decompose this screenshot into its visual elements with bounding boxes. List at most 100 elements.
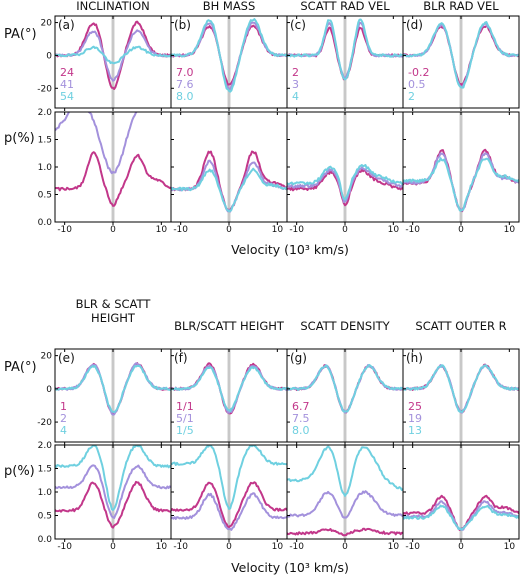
series-line-2 bbox=[55, 112, 138, 175]
series-value-label: -0.2 bbox=[408, 66, 429, 79]
zero-velocity-band bbox=[111, 112, 115, 222]
panel-letter: (a) bbox=[58, 18, 75, 32]
x-tick-label: 0 bbox=[226, 225, 232, 235]
series-line-3 bbox=[171, 445, 287, 510]
series-value-label: 25 bbox=[408, 400, 422, 413]
zero-velocity-band bbox=[111, 349, 115, 442]
series-line-1 bbox=[55, 151, 171, 207]
x-tick-label: -10 bbox=[173, 542, 188, 552]
series-line-1 bbox=[171, 481, 287, 529]
x-tick-label: 10 bbox=[504, 542, 516, 552]
series-value-label: 2 bbox=[60, 412, 67, 425]
x-tick-label: -10 bbox=[57, 542, 72, 552]
panel-title: BLR/SCATT HEIGHT bbox=[174, 319, 285, 333]
series-line-3 bbox=[403, 157, 519, 212]
series-value-label: 8.0 bbox=[176, 90, 194, 103]
series-line-2 bbox=[287, 490, 403, 519]
x-tick-label: -10 bbox=[289, 542, 304, 552]
x-axis-label: Velocity (10³ km/s) bbox=[231, 242, 349, 257]
series-line-3 bbox=[171, 167, 287, 213]
zero-velocity-band bbox=[343, 16, 347, 108]
panel-letter: (c) bbox=[290, 18, 306, 32]
series-line-3 bbox=[287, 445, 403, 497]
pa-axis-label: PA(°) bbox=[4, 27, 37, 42]
y-tick-label: 2.0 bbox=[38, 441, 53, 451]
zero-velocity-band bbox=[227, 445, 231, 539]
panel-f: BLR/SCATT HEIGHT (f) 1/15/11/5 -10 0 10 bbox=[170, 319, 288, 552]
y-tick-label: 1.5 bbox=[38, 136, 52, 146]
panel-title: BLR RAD VEL bbox=[423, 0, 499, 13]
y-tick-label: 1.0 bbox=[38, 488, 53, 498]
panel-letter: (f) bbox=[174, 351, 188, 365]
panel-title: HEIGHT bbox=[91, 311, 136, 325]
zero-velocity-band bbox=[343, 349, 347, 442]
series-value-label: 4 bbox=[292, 90, 299, 103]
series-line-1 bbox=[287, 527, 403, 537]
zero-velocity-band bbox=[343, 112, 347, 222]
series-value-label: 3 bbox=[292, 78, 299, 91]
series-line-1 bbox=[55, 480, 171, 529]
zero-velocity-band bbox=[459, 445, 463, 539]
y-tick-label: 2.0 bbox=[38, 108, 53, 118]
series-value-label: 24 bbox=[60, 66, 74, 79]
series-value-label: 0.5 bbox=[408, 78, 426, 91]
x-tick-label: 0 bbox=[226, 542, 232, 552]
series-value-label: 7.0 bbox=[176, 66, 194, 79]
series-value-label: 1/1 bbox=[176, 400, 194, 413]
x-axis-label: Velocity (10³ km/s) bbox=[231, 560, 349, 575]
y-tick-label: -20 bbox=[37, 84, 52, 94]
y-tick-label: 0.5 bbox=[38, 512, 52, 522]
series-value-label: 2 bbox=[292, 66, 299, 79]
series-line-2 bbox=[171, 492, 287, 531]
p-axis-label: p(%) bbox=[4, 131, 35, 146]
series-value-label: 19 bbox=[408, 412, 422, 425]
x-tick-label: -10 bbox=[405, 225, 420, 235]
panel-letter: (b) bbox=[174, 18, 191, 32]
x-tick-label: -10 bbox=[57, 225, 72, 235]
panel-letter: (d) bbox=[406, 18, 423, 32]
series-value-label: 1 bbox=[60, 400, 67, 413]
panel-letter: (h) bbox=[406, 351, 423, 365]
zero-velocity-band bbox=[459, 349, 463, 442]
series-line-2 bbox=[403, 152, 519, 212]
y-tick-label: 0.0 bbox=[38, 218, 53, 228]
x-tick-label: 0 bbox=[110, 225, 116, 235]
panel-d: BLR RAD VEL(d) -0.20.52 -10 0 10 bbox=[402, 0, 520, 235]
series-line-3 bbox=[403, 364, 519, 413]
series-line-3 bbox=[287, 164, 403, 201]
x-tick-label: -10 bbox=[173, 225, 188, 235]
x-tick-label: 0 bbox=[110, 542, 116, 552]
panel-title: INCLINATION bbox=[76, 0, 149, 13]
series-line-3 bbox=[171, 366, 287, 413]
zero-velocity-band bbox=[227, 16, 231, 108]
x-tick-label: 10 bbox=[272, 225, 284, 235]
y-tick-label: 20 bbox=[41, 19, 53, 29]
p-axis-label: p(%) bbox=[4, 464, 35, 479]
series-line-3 bbox=[55, 45, 171, 65]
panel-letter: (g) bbox=[290, 351, 307, 365]
series-value-label: 13 bbox=[408, 424, 422, 437]
y-tick-label: -20 bbox=[37, 418, 52, 428]
zero-velocity-band bbox=[227, 349, 231, 442]
series-value-label: 7.5 bbox=[292, 412, 310, 425]
y-tick-label: 1.0 bbox=[38, 163, 53, 173]
series-value-label: 4 bbox=[60, 424, 67, 437]
panel-title: BLR & SCATT bbox=[76, 297, 152, 311]
series-value-label: 1/5 bbox=[176, 424, 194, 437]
y-tick-label: 0 bbox=[46, 51, 52, 61]
x-tick-label: 10 bbox=[156, 225, 168, 235]
x-tick-label: 0 bbox=[458, 225, 464, 235]
panel-title: SCATT RAD VEL bbox=[300, 0, 390, 13]
y-tick-label: 0.5 bbox=[38, 191, 52, 201]
series-value-label: 7.6 bbox=[176, 78, 194, 91]
series-line-3 bbox=[403, 21, 519, 89]
series-value-label: 54 bbox=[60, 90, 74, 103]
zero-velocity-band bbox=[227, 112, 231, 222]
series-value-label: 5/1 bbox=[176, 412, 194, 425]
series-value-label: 8.0 bbox=[292, 424, 310, 437]
panel-g: SCATT DENSITY (g) 6.77.58.0 -10 0 10 bbox=[286, 319, 404, 552]
